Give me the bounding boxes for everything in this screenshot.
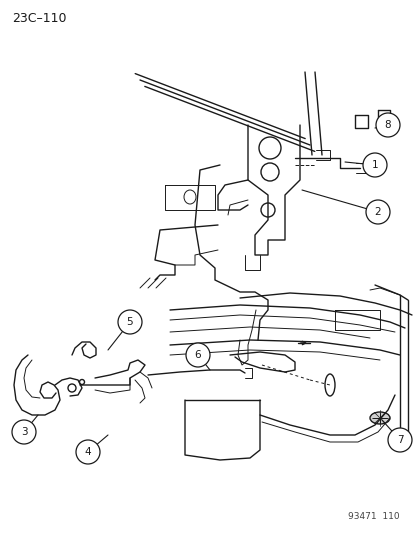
Text: 4: 4 [85, 447, 91, 457]
Text: 93471  110: 93471 110 [347, 512, 399, 521]
Text: 23C–110: 23C–110 [12, 12, 66, 25]
Circle shape [185, 343, 209, 367]
Circle shape [362, 153, 386, 177]
Text: 7: 7 [396, 435, 402, 445]
Circle shape [365, 200, 389, 224]
Text: 5: 5 [126, 317, 133, 327]
Circle shape [76, 440, 100, 464]
Text: 6: 6 [194, 350, 201, 360]
Circle shape [375, 113, 399, 137]
Text: 1: 1 [371, 160, 377, 170]
Circle shape [387, 428, 411, 452]
Circle shape [12, 420, 36, 444]
Text: 8: 8 [384, 120, 390, 130]
Ellipse shape [369, 412, 389, 424]
Circle shape [118, 310, 142, 334]
Text: 2: 2 [374, 207, 380, 217]
Text: 3: 3 [21, 427, 27, 437]
